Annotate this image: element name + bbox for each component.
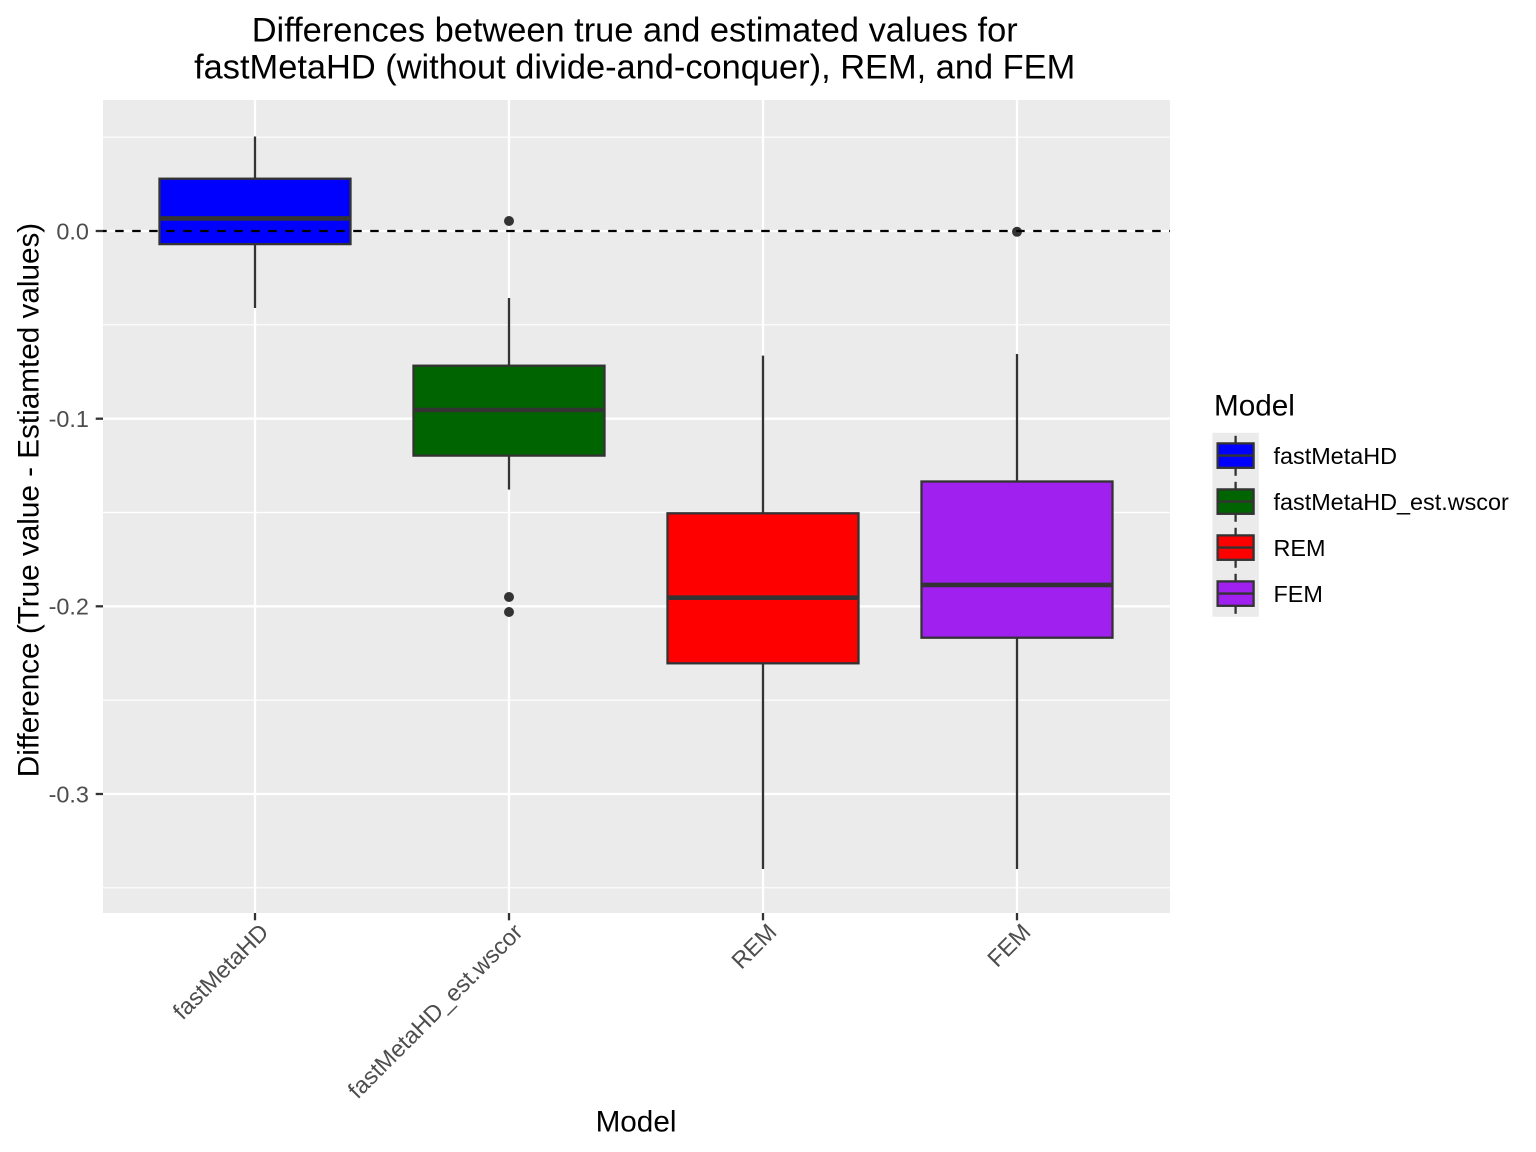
svg-text:REM: REM [1274,535,1326,561]
svg-text:fastMetaHD_est.wscor: fastMetaHD_est.wscor [1274,489,1509,515]
svg-text:Differences between true and e: Differences between true and estimated v… [252,11,1018,49]
svg-text:fastMetaHD: fastMetaHD [1274,443,1398,469]
svg-text:-0.3: -0.3 [49,781,89,807]
svg-text:-0.1: -0.1 [49,406,89,432]
svg-text:Model: Model [596,1106,677,1139]
svg-text:0.0: 0.0 [56,218,89,244]
svg-text:Model: Model [1214,389,1295,422]
svg-text:Difference (True value - Estia: Difference (True value - Estiamted value… [13,223,46,777]
svg-text:-0.2: -0.2 [49,594,89,620]
svg-text:FEM: FEM [1274,581,1323,607]
svg-text:fastMetaHD (without divide-and: fastMetaHD (without divide-and-conquer),… [194,48,1075,86]
